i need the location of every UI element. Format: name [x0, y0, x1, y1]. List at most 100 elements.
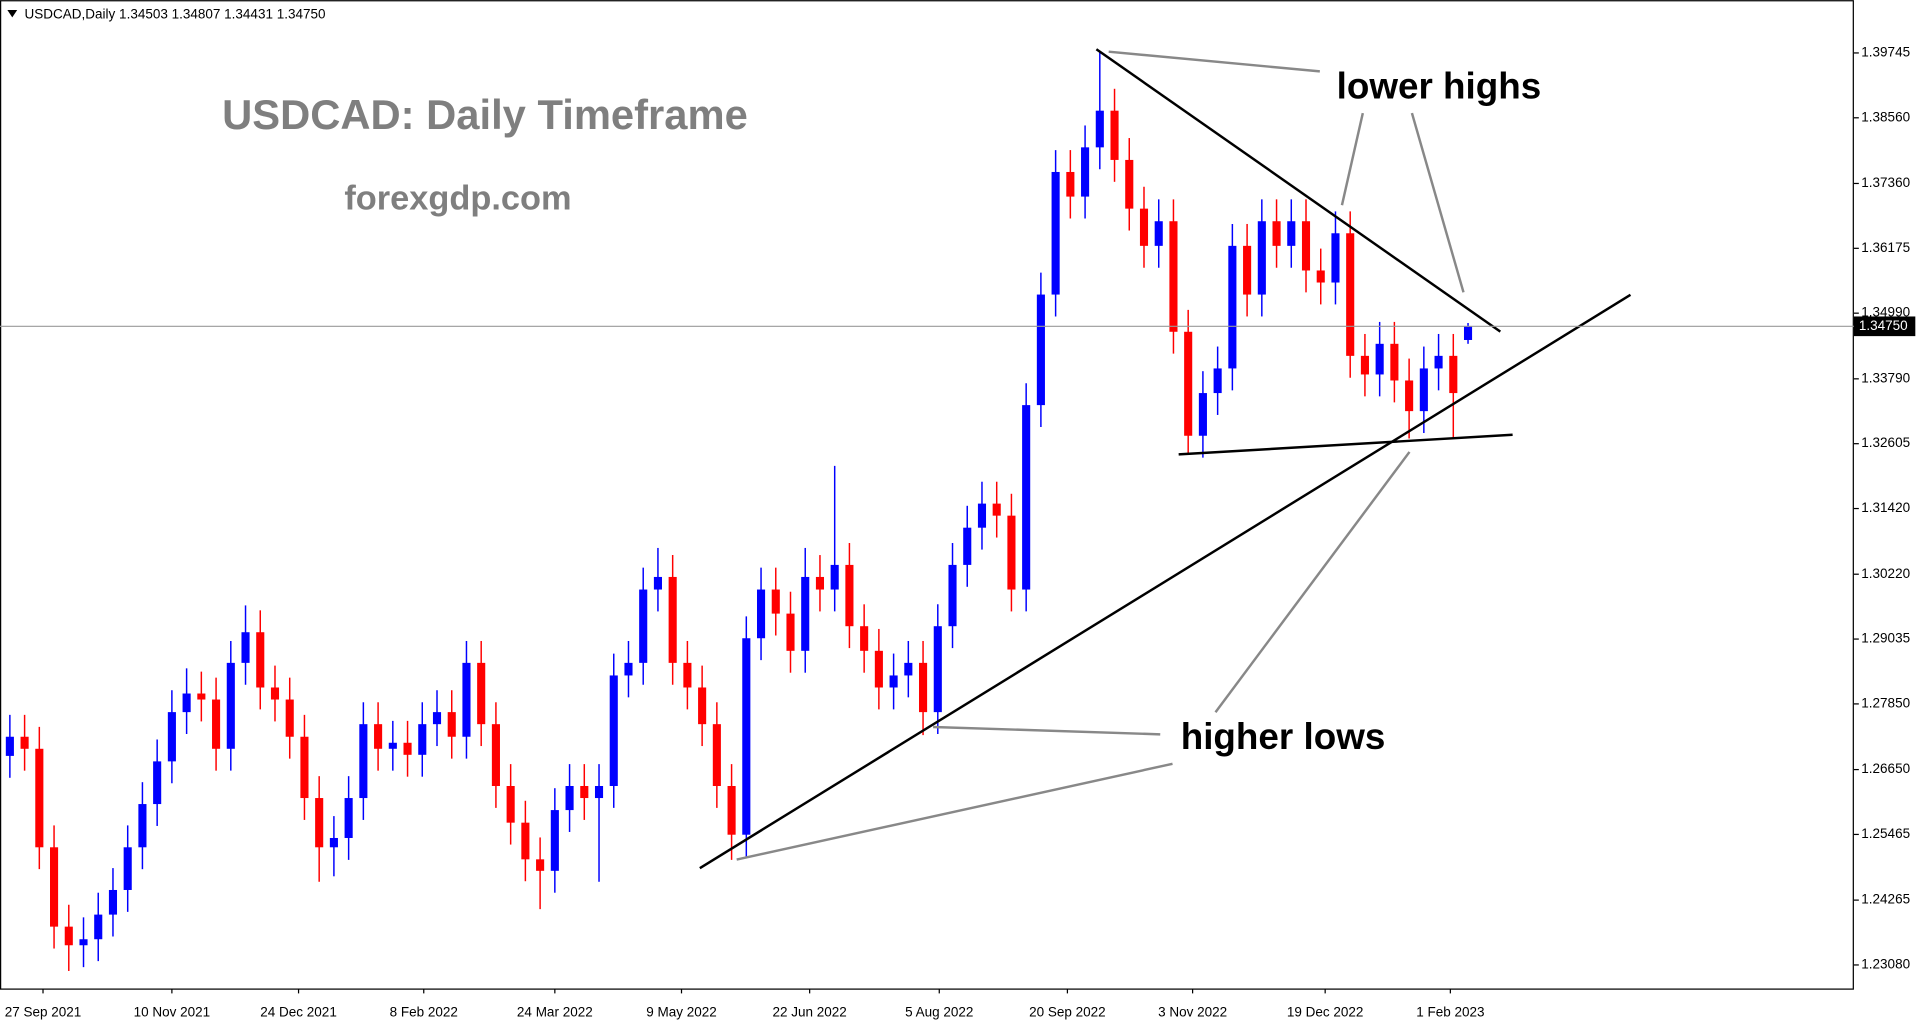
candle-body [1331, 233, 1340, 283]
candle-body [1405, 380, 1414, 412]
x-tick-label: 24 Dec 2021 [260, 1005, 337, 1020]
candle-body [35, 748, 44, 848]
candle-body [1449, 355, 1458, 394]
candle-body [403, 742, 412, 755]
candle-body [94, 914, 103, 940]
y-tick-label: 1.37360 [1861, 175, 1910, 190]
candle-body [1390, 343, 1399, 381]
y-tick-label: 1.34990 [1861, 305, 1910, 320]
y-tick-label: 1.23080 [1861, 957, 1910, 972]
candle-body [639, 589, 648, 663]
candle-body [50, 847, 59, 927]
candle-body [64, 926, 73, 946]
candle-body [609, 675, 618, 787]
x-tick-label: 22 Jun 2022 [772, 1005, 846, 1020]
candle-body [1257, 221, 1266, 295]
x-tick-label: 19 Dec 2022 [1287, 1005, 1364, 1020]
candle-body [1346, 233, 1355, 356]
candle-body [167, 712, 176, 762]
candle-body [226, 662, 235, 749]
candle-body [801, 576, 810, 651]
candle-body [860, 626, 869, 651]
candle-body [889, 675, 898, 688]
candle-body [565, 786, 574, 811]
x-tick-label: 24 Mar 2022 [517, 1005, 593, 1020]
candle-body [1243, 245, 1252, 295]
candle-body [977, 503, 987, 528]
candle-body [1007, 515, 1016, 590]
x-tick-label: 8 Feb 2022 [390, 1005, 458, 1020]
candle-body [153, 761, 162, 805]
candle-body [521, 822, 530, 860]
candle-body [1301, 221, 1311, 271]
candle-body [580, 786, 589, 799]
resistance-line [1095, 48, 1502, 333]
x-tick-label: 27 Sep 2021 [5, 1005, 82, 1020]
candle-body [771, 589, 780, 614]
candle-body [963, 527, 972, 565]
candle-body [79, 939, 88, 946]
candle-body [462, 662, 471, 737]
candle-body [683, 662, 692, 688]
candle-body [197, 693, 206, 700]
candle-body [182, 693, 191, 713]
candle-body [329, 837, 338, 848]
candle-body [1463, 326, 1473, 340]
candle-body [1375, 343, 1384, 375]
candle-body [653, 576, 662, 590]
candle-body [1036, 294, 1045, 406]
candle-body [1139, 208, 1149, 246]
pointer [736, 762, 1173, 861]
candle-body [874, 650, 883, 688]
y-tick-label: 1.36175 [1861, 240, 1910, 255]
candle-body [212, 699, 221, 749]
symbol-header: USDCAD,Daily 1.34503 1.34807 1.34431 1.3… [25, 6, 326, 21]
candle-body [1051, 171, 1060, 295]
candle-body [20, 736, 29, 749]
candle-body [1022, 405, 1031, 590]
chart-subtitle: forexgdp.com [344, 179, 571, 217]
candle-body [374, 724, 383, 749]
trend-lines [699, 48, 1632, 870]
candle-body [1360, 355, 1369, 375]
y-tick-label: 1.29035 [1861, 631, 1910, 646]
candle-body [344, 798, 353, 838]
candle-body [992, 503, 1001, 516]
x-tick-label: 10 Nov 2021 [134, 1005, 211, 1020]
y-tick-label: 1.25465 [1861, 826, 1910, 841]
candle-body [815, 576, 825, 590]
candle-body [919, 662, 928, 713]
y-tick-label: 1.26650 [1861, 761, 1910, 776]
candle-body [418, 724, 427, 755]
y-tick-label: 1.33790 [1861, 370, 1910, 385]
y-tick-label: 1.32605 [1861, 435, 1910, 450]
candle-body [285, 699, 294, 737]
candle-body [933, 626, 942, 713]
candle-body [668, 576, 677, 663]
y-tick-label: 1.39745 [1861, 45, 1910, 60]
x-tick-label: 3 Nov 2022 [1158, 1005, 1227, 1020]
candle-body [138, 804, 147, 848]
candle-body [756, 589, 766, 639]
candle-body [1081, 147, 1090, 197]
candle-body [1272, 221, 1281, 246]
candle-body [432, 712, 442, 725]
x-tick-label: 1 Feb 2023 [1416, 1005, 1484, 1020]
candle-body [1184, 331, 1193, 436]
pointer [1410, 112, 1465, 293]
annotation: higher lows [1181, 716, 1386, 757]
candle-body [123, 847, 132, 890]
candle-body [1154, 221, 1163, 246]
candle-body [1095, 110, 1104, 148]
y-tick-label: 1.24265 [1861, 892, 1910, 907]
candle-body [948, 564, 957, 627]
candle-body [1228, 245, 1237, 369]
candle-body [1198, 393, 1207, 436]
annotation: lower highs [1337, 65, 1542, 106]
candle-body [698, 687, 707, 725]
pointer [1340, 112, 1365, 206]
candle-body [108, 889, 118, 915]
candle-body [1316, 270, 1325, 283]
